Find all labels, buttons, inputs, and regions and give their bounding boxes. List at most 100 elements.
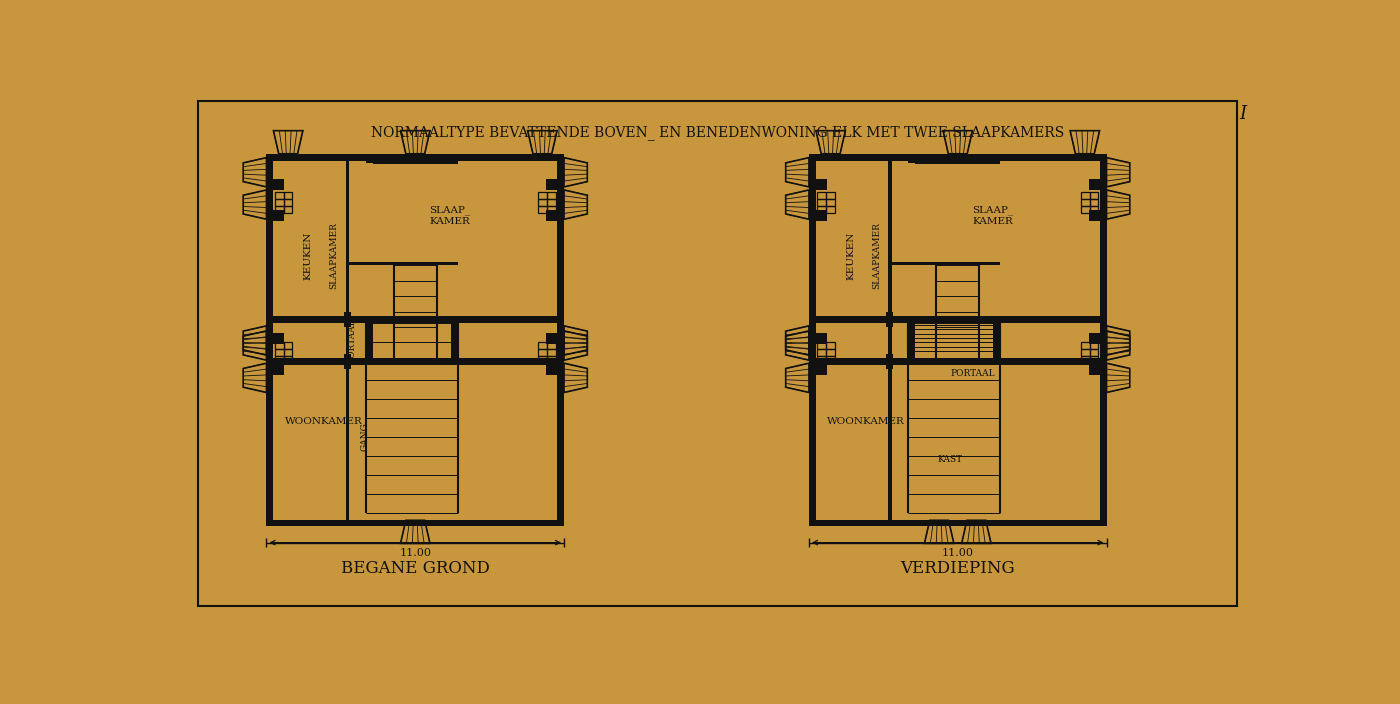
Bar — [273, 333, 284, 344]
Bar — [826, 349, 834, 356]
Bar — [826, 206, 834, 213]
Bar — [372, 153, 458, 164]
Bar — [1089, 349, 1098, 356]
Bar — [888, 358, 909, 365]
Bar — [809, 520, 1106, 527]
Bar — [816, 180, 827, 190]
Bar — [546, 333, 557, 344]
Bar — [266, 316, 564, 323]
Bar — [818, 349, 826, 356]
Text: SLAAPKAMER: SLAAPKAMER — [872, 222, 881, 289]
Bar — [816, 333, 827, 344]
Bar — [283, 206, 293, 213]
Text: PORTAAL: PORTAAL — [347, 318, 356, 363]
Bar — [818, 199, 826, 206]
Bar — [274, 192, 283, 199]
Bar — [283, 342, 293, 349]
Text: SLAAP_
KAMER: SLAAP_ KAMER — [972, 205, 1014, 226]
Bar — [547, 199, 556, 206]
Bar — [886, 313, 893, 327]
Bar — [818, 342, 826, 349]
Text: 11.00: 11.00 — [399, 548, 431, 558]
Bar — [826, 342, 834, 349]
Bar — [1089, 206, 1098, 213]
Bar — [451, 316, 458, 365]
Bar — [1099, 316, 1106, 527]
Bar — [888, 262, 1001, 265]
Bar — [546, 180, 557, 190]
Bar — [539, 342, 547, 349]
Bar — [1089, 199, 1098, 206]
Bar — [886, 354, 893, 369]
Bar — [546, 210, 557, 221]
Bar — [909, 153, 1001, 163]
Text: SLAAP_
KAMER: SLAAP_ KAMER — [430, 205, 470, 226]
Bar — [539, 356, 547, 363]
Bar — [557, 153, 564, 365]
Bar — [547, 206, 556, 213]
Bar — [274, 356, 283, 363]
Bar — [365, 316, 372, 365]
Bar — [1081, 192, 1089, 199]
Bar — [273, 210, 284, 221]
Bar — [273, 364, 284, 375]
Bar — [994, 316, 1001, 365]
Text: I: I — [1239, 105, 1246, 122]
Bar — [1089, 342, 1098, 349]
Text: SLAAPKAMER: SLAAPKAMER — [329, 222, 339, 289]
Bar — [916, 153, 1001, 164]
Bar — [816, 364, 827, 375]
Text: BEGANE GROND: BEGANE GROND — [340, 560, 490, 577]
Bar — [266, 153, 564, 161]
Text: KAST: KAST — [938, 455, 963, 465]
Bar — [1081, 356, 1089, 363]
Text: WOONKAMER: WOONKAMER — [827, 417, 906, 426]
Bar — [818, 192, 826, 199]
Bar — [346, 316, 365, 323]
Bar — [546, 364, 557, 375]
Text: KAST: KAST — [365, 328, 374, 353]
Text: PORTAAL: PORTAAL — [951, 369, 994, 378]
Bar — [539, 192, 547, 199]
Bar — [274, 206, 283, 213]
Bar — [346, 316, 350, 527]
Bar — [274, 199, 283, 206]
Bar — [346, 358, 365, 365]
Bar — [1099, 153, 1106, 365]
Bar — [1081, 342, 1089, 349]
Bar — [547, 342, 556, 349]
Bar — [809, 358, 1106, 365]
Bar — [1089, 356, 1098, 363]
Bar — [888, 153, 892, 365]
Text: 11.00: 11.00 — [942, 548, 974, 558]
Bar — [818, 206, 826, 213]
Bar — [547, 192, 556, 199]
Bar — [274, 349, 283, 356]
Bar — [273, 180, 284, 190]
Bar — [344, 313, 351, 327]
Bar — [266, 153, 273, 365]
Bar — [816, 210, 827, 221]
Text: NORMAALTYPE BEVATTENDE BOVEN_ EN BENEDENWONING ELK MET TWEE SLAAPKAMERS: NORMAALTYPE BEVATTENDE BOVEN_ EN BENEDEN… — [371, 125, 1064, 139]
Bar — [266, 316, 273, 527]
Bar — [1089, 364, 1099, 375]
Bar — [826, 356, 834, 363]
Bar — [283, 192, 293, 199]
Bar — [539, 206, 547, 213]
Text: KEUKEN: KEUKEN — [846, 232, 855, 280]
Bar — [1089, 180, 1099, 190]
Bar — [365, 153, 458, 163]
Bar — [547, 349, 556, 356]
Bar — [1081, 206, 1089, 213]
Bar — [809, 153, 816, 365]
Bar — [1089, 192, 1098, 199]
Text: KEUKEN: KEUKEN — [304, 232, 312, 280]
Bar — [344, 354, 351, 369]
Text: VERDIEPING: VERDIEPING — [900, 560, 1015, 577]
Bar — [809, 316, 1106, 323]
Bar — [539, 349, 547, 356]
Bar — [557, 316, 564, 527]
Bar — [888, 316, 909, 323]
Bar — [818, 356, 826, 363]
Bar — [547, 356, 556, 363]
